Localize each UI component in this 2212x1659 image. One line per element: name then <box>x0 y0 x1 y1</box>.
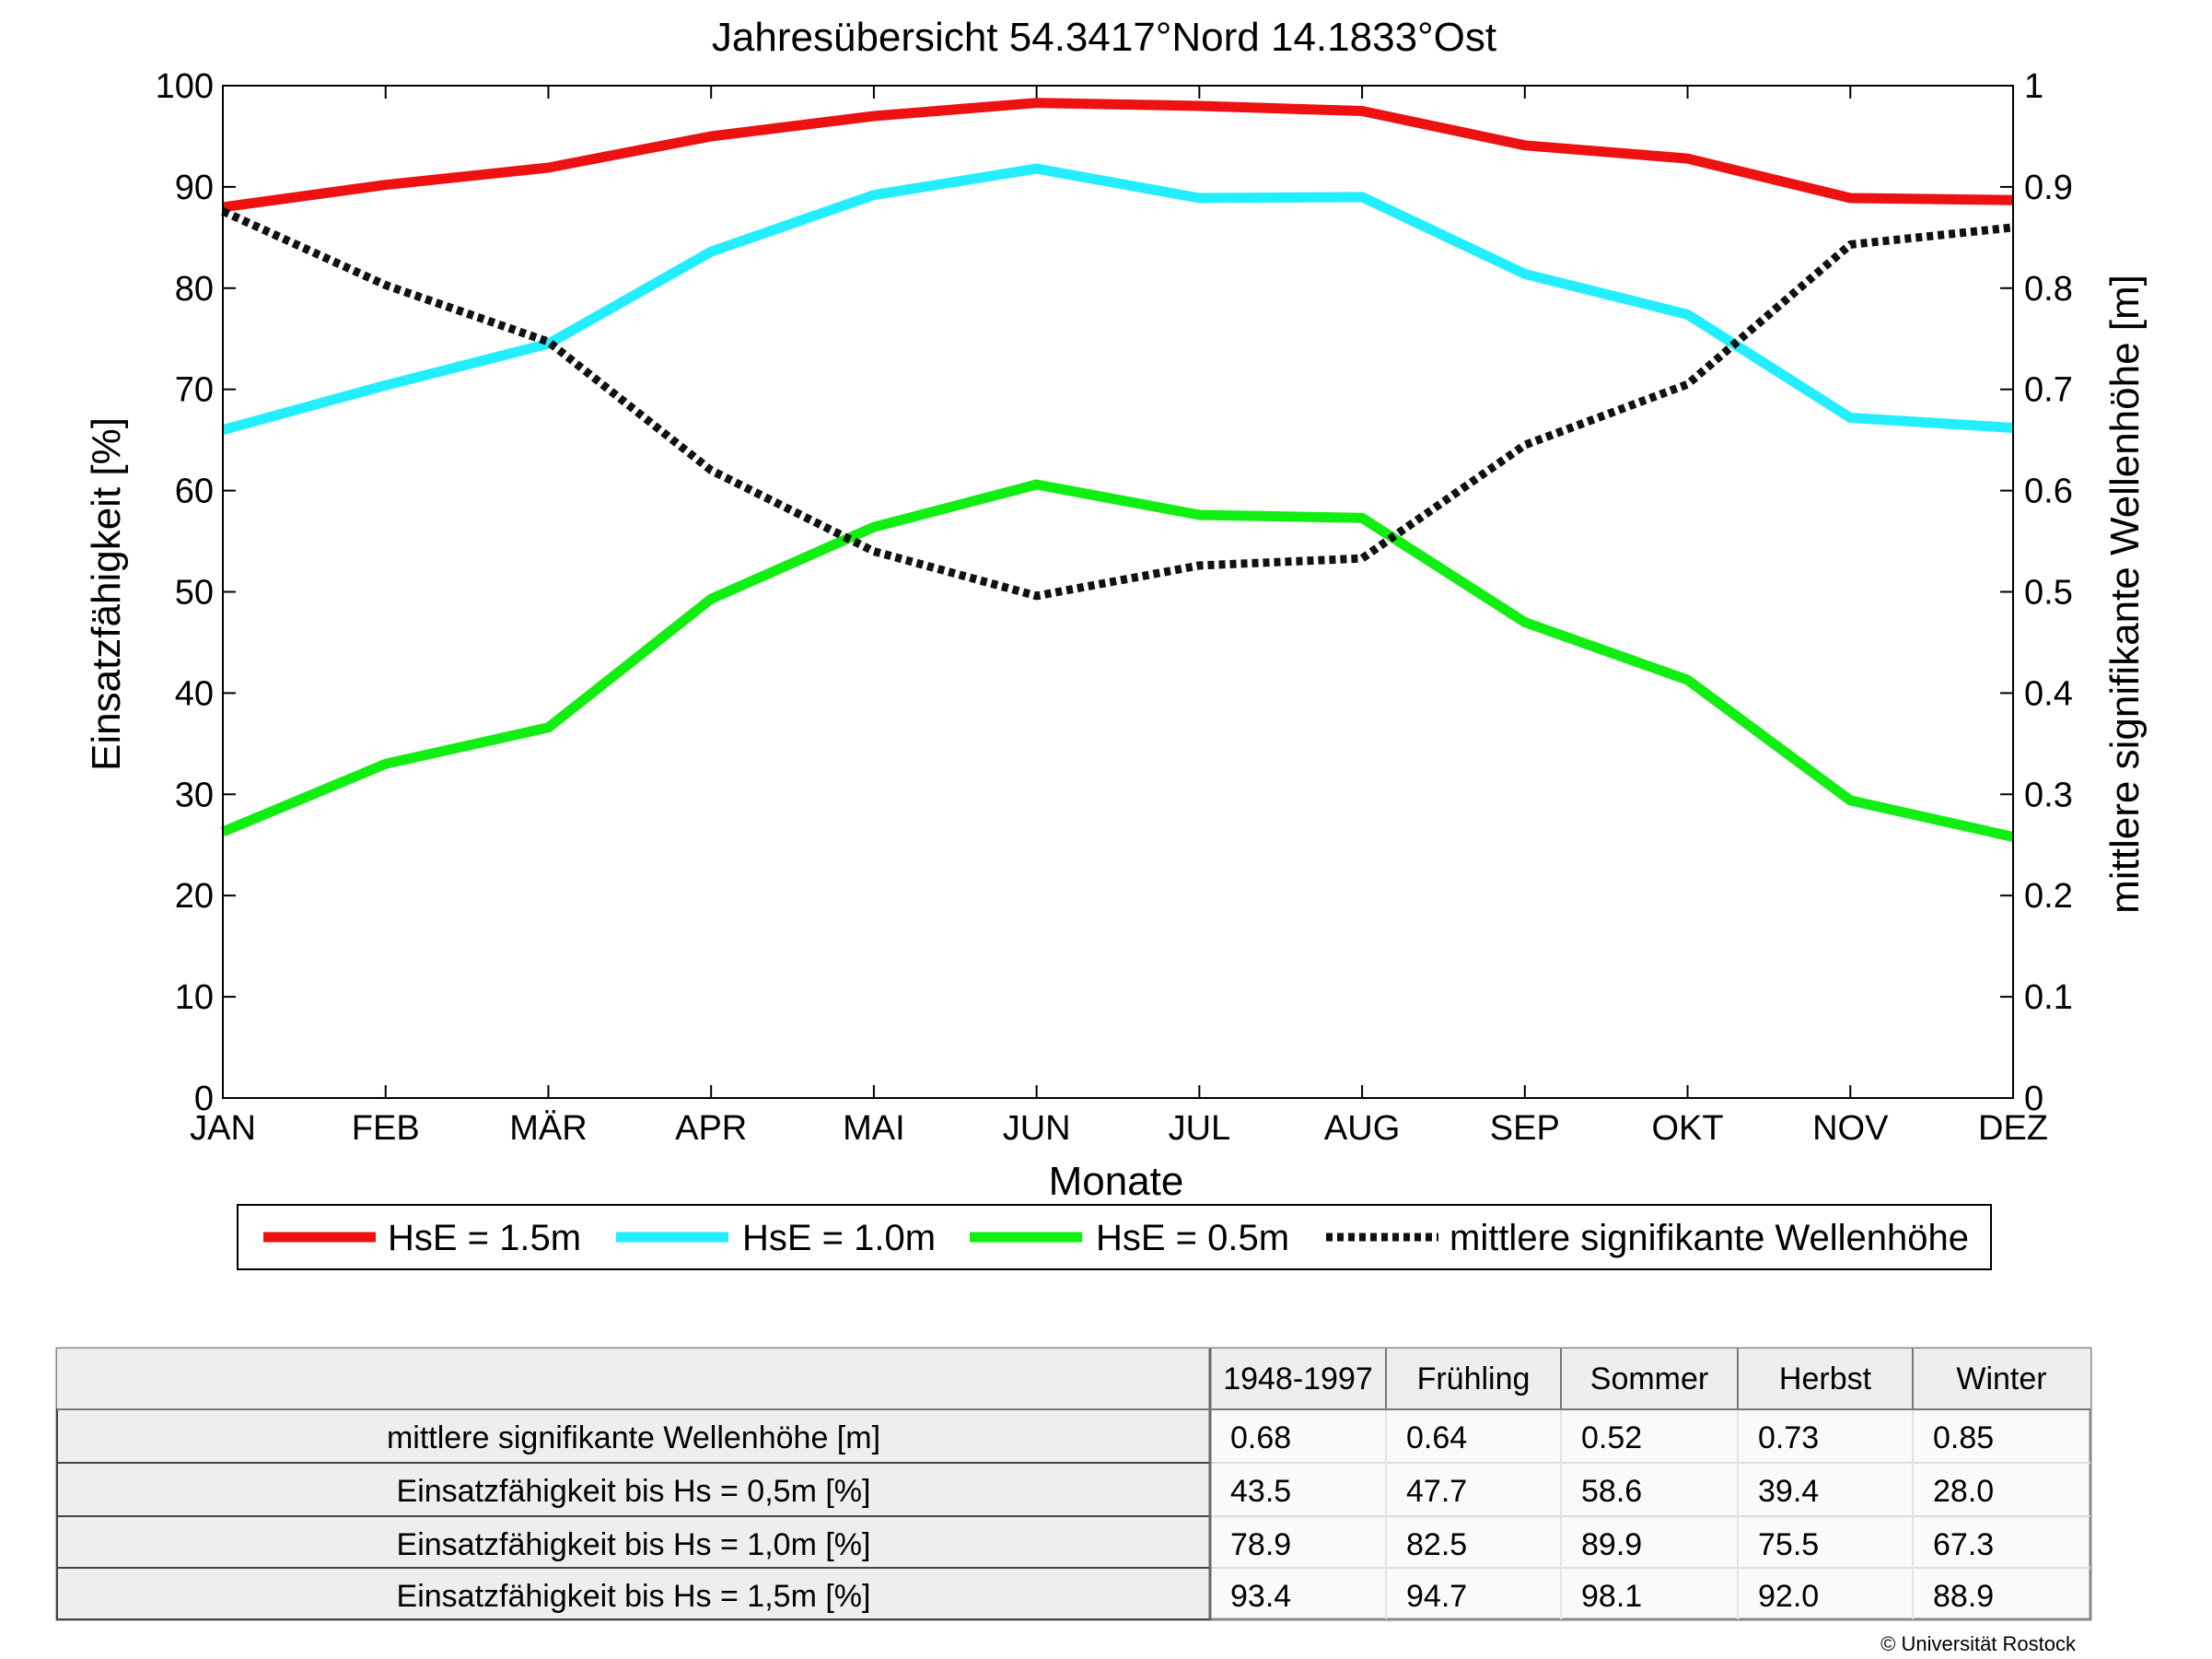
legend-box <box>237 1204 1992 1270</box>
table-cell: 43.5 <box>1230 1474 1291 1509</box>
table-cell: 94.7 <box>1406 1579 1467 1614</box>
x-tick-label: JUN <box>1003 1109 1071 1148</box>
legend-label-2: HsE = 0.5m <box>1096 1218 1289 1258</box>
table-header-bg <box>57 1349 2090 1409</box>
table-row-label: Einsatzfähigkeit bis Hs = 0,5m [%] <box>397 1474 871 1509</box>
series-line-0 <box>222 98 2014 213</box>
y-tick-label: 10 <box>175 978 214 1017</box>
legend-label-3: mittlere signifikante Wellenhöhe <box>1449 1218 1969 1258</box>
table-cell: 92.0 <box>1758 1579 1819 1614</box>
table-cell: 0.52 <box>1581 1420 1642 1455</box>
x-axis-title: Monate <box>1049 1159 1184 1204</box>
x-tick-label: MAI <box>843 1109 905 1148</box>
x-tick-label: AUG <box>1324 1109 1400 1148</box>
plot-area: 0 10 20 30 40 50 60 70 80 90 100 0 0.1 0.2 0.3 0.4 0.5 0.… <box>156 67 2073 1148</box>
x-tick-label: OKT <box>1651 1109 1723 1148</box>
x-tick-label: JUL <box>1169 1109 1231 1148</box>
y2-tick-label: 0.8 <box>2024 270 2073 309</box>
plot-frame <box>222 85 2014 1099</box>
table-header-cell: Herbst <box>1779 1361 1872 1396</box>
y2-tick-label: 0.6 <box>2024 473 2073 511</box>
y-tick-label: 60 <box>175 473 214 511</box>
table-cell: 47.7 <box>1406 1474 1467 1509</box>
y-tick-label: 30 <box>175 776 214 814</box>
table-cell: 28.0 <box>1933 1474 1994 1509</box>
y2-tick-label: 0.1 <box>2024 978 2073 1017</box>
series-line-2 <box>220 479 2015 842</box>
table-header-cell: Sommer <box>1590 1361 1708 1396</box>
y-tick-label: 50 <box>175 574 214 613</box>
table-row-label-cell <box>56 1515 1211 1569</box>
y2-tick-label: 0.5 <box>2024 574 2073 613</box>
table-cell: 39.4 <box>1758 1474 1819 1509</box>
table-header-cell: 1948-1997 <box>1223 1361 1373 1396</box>
x-tick-label: MÄR <box>509 1109 587 1148</box>
table-cell: 0.64 <box>1406 1420 1467 1455</box>
table-cell: 75.5 <box>1758 1527 1819 1562</box>
table-header-cell: Winter <box>1956 1361 2046 1396</box>
table-cell: 0.68 <box>1230 1420 1291 1455</box>
series-line-1 <box>221 163 2014 436</box>
x-tick-label: FEB <box>352 1109 420 1148</box>
x-tick-label: SEP <box>1490 1109 1560 1148</box>
table-cell: 82.5 <box>1406 1527 1467 1562</box>
y-axis-title: Einsatzfähigkeit [%] <box>84 417 129 771</box>
table-row-label: Einsatzfähigkeit bis Hs = 1,5m [%] <box>397 1579 871 1614</box>
x-tick-label: JAN <box>190 1109 256 1148</box>
table-cell: 98.1 <box>1581 1579 1642 1614</box>
y2-tick-label: 0.7 <box>2024 371 2073 410</box>
chart-title: Jahresübersicht 54.3417°Nord 14.1833°Ost <box>712 15 1496 60</box>
y2-tick-label: 1 <box>2024 67 2043 106</box>
table-cell: 89.9 <box>1581 1527 1642 1562</box>
y-tick-label: 40 <box>175 674 214 713</box>
table-cell: 93.4 <box>1230 1579 1291 1614</box>
x-tick-label: APR <box>675 1109 747 1148</box>
legend: HsE = 1.5m HsE = 1.0m HsE = 0.5m mittlere s… <box>237 1204 1992 1270</box>
y2-tick-label: 0.9 <box>2024 169 2073 207</box>
y2-tick-label: 0.2 <box>2024 877 2073 916</box>
x-tick-label: DEZ <box>1978 1109 2048 1148</box>
table-row-label-cell <box>56 1567 1211 1620</box>
table-cell: 88.9 <box>1933 1579 1994 1614</box>
y2-axis-title: mittlere signifikante Wellenhöhe [m] <box>2102 275 2148 914</box>
y2-tick-label: 0 <box>2024 1080 2043 1118</box>
x-tick-label: NOV <box>1812 1109 1889 1148</box>
series-line-3 <box>221 207 2014 601</box>
summary-table: 1948-1997 Frühling Sommer Herbst Winter mittl… <box>55 1347 2092 1621</box>
table-cell: 58.6 <box>1581 1474 1642 1509</box>
y-tick-label: 70 <box>175 371 214 410</box>
y-tick-label: 100 <box>156 67 214 106</box>
y2-tick-label: 0.4 <box>2024 674 2073 713</box>
table-cell: 0.85 <box>1933 1420 1994 1455</box>
copyright-text: © Universität Rostock <box>1880 1632 2077 1655</box>
y-tick-label: 20 <box>175 877 214 916</box>
table-row-label: mittlere signifikante Wellenhöhe [m] <box>387 1420 880 1455</box>
table-row-label: Einsatzfähigkeit bis Hs = 1,0m [%] <box>397 1527 871 1562</box>
y-tick-label: 90 <box>175 169 214 207</box>
y-tick-label: 80 <box>175 270 214 309</box>
legend-label-1: HsE = 1.0m <box>742 1218 936 1258</box>
y2-tick-label: 0.3 <box>2024 776 2073 814</box>
table-cell: 0.73 <box>1758 1420 1819 1455</box>
legend-label-0: HsE = 1.5m <box>388 1218 581 1258</box>
y-tick-label: 0 <box>194 1080 214 1118</box>
table-header-cell: Frühling <box>1417 1361 1531 1396</box>
table-cell: 78.9 <box>1230 1527 1291 1562</box>
table-cell: 67.3 <box>1933 1527 1994 1562</box>
